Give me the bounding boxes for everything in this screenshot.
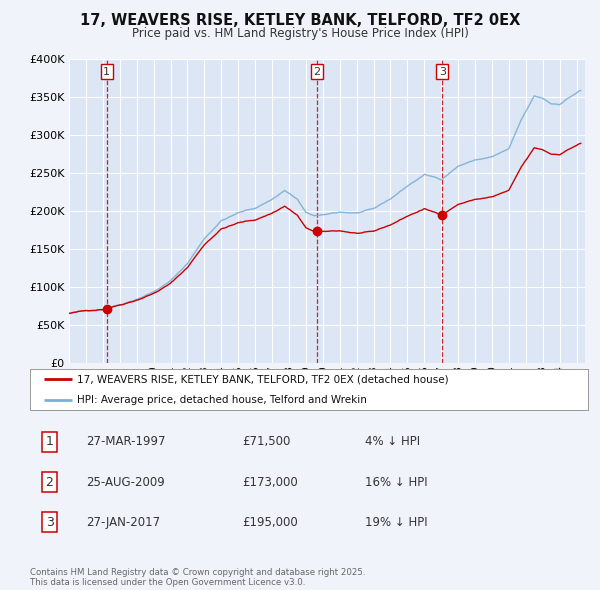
Text: 2: 2 (313, 67, 320, 77)
Text: £71,500: £71,500 (242, 435, 290, 448)
Text: 27-MAR-1997: 27-MAR-1997 (86, 435, 166, 448)
Text: 19% ↓ HPI: 19% ↓ HPI (365, 516, 427, 529)
Text: 1: 1 (103, 67, 110, 77)
Text: 27-JAN-2017: 27-JAN-2017 (86, 516, 160, 529)
Text: 17, WEAVERS RISE, KETLEY BANK, TELFORD, TF2 0EX: 17, WEAVERS RISE, KETLEY BANK, TELFORD, … (80, 13, 520, 28)
Text: 1: 1 (46, 435, 53, 448)
Text: 3: 3 (439, 67, 446, 77)
Text: 2: 2 (46, 476, 53, 489)
Text: 16% ↓ HPI: 16% ↓ HPI (365, 476, 427, 489)
Text: 3: 3 (46, 516, 53, 529)
Text: Contains HM Land Registry data © Crown copyright and database right 2025.
This d: Contains HM Land Registry data © Crown c… (30, 568, 365, 587)
Text: 4% ↓ HPI: 4% ↓ HPI (365, 435, 420, 448)
Text: HPI: Average price, detached house, Telford and Wrekin: HPI: Average price, detached house, Telf… (77, 395, 367, 405)
Text: £195,000: £195,000 (242, 516, 298, 529)
Text: Price paid vs. HM Land Registry's House Price Index (HPI): Price paid vs. HM Land Registry's House … (131, 27, 469, 40)
Text: 17, WEAVERS RISE, KETLEY BANK, TELFORD, TF2 0EX (detached house): 17, WEAVERS RISE, KETLEY BANK, TELFORD, … (77, 374, 449, 384)
Text: 25-AUG-2009: 25-AUG-2009 (86, 476, 164, 489)
Text: £173,000: £173,000 (242, 476, 298, 489)
